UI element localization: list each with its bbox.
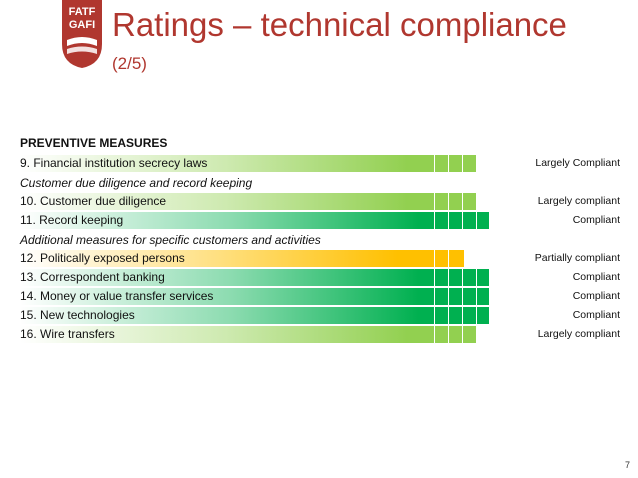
page-subtitle: (2/5) <box>112 54 147 73</box>
recommendation-label: 9. Financial institution secrecy laws <box>20 156 208 170</box>
rating-text: Compliant <box>572 309 620 321</box>
page-title: Ratings – technical compliance <box>112 6 567 43</box>
fatf-gafi-logo: FATF GAFI <box>62 0 102 68</box>
subheading-cdd: Customer due diligence and record keepin… <box>20 176 253 190</box>
rating-bar <box>20 269 489 286</box>
rating-text: Largely compliant <box>537 328 620 340</box>
logo-text-fatf: FATF <box>69 6 96 18</box>
section-heading: PREVENTIVE MEASURES <box>20 136 168 150</box>
rating-text: Largely compliant <box>537 195 620 207</box>
logo-text-gafi: GAFI <box>69 19 95 31</box>
rating-bar <box>20 288 489 305</box>
page-number: 7 <box>624 460 630 470</box>
rating-bar <box>20 326 476 343</box>
rating-row: 10. Customer due diligence Largely compl… <box>20 192 620 211</box>
recommendation-label: 14. Money or value transfer services <box>20 289 214 303</box>
recommendation-label: 13. Correspondent banking <box>20 270 165 284</box>
rating-row: 14. Money or value transfer services Com… <box>20 287 620 306</box>
rating-row: 12. Politically exposed persons Partiall… <box>20 249 620 268</box>
recommendation-label: 11. Record keeping <box>20 213 124 227</box>
rating-text: Compliant <box>572 271 620 283</box>
rating-row: 11. Record keeping Compliant <box>20 211 620 230</box>
recommendation-label: 12. Politically exposed persons <box>20 251 185 265</box>
rating-bar <box>20 212 489 229</box>
rating-text: Largely Compliant <box>535 157 620 169</box>
rating-row: 13. Correspondent banking Compliant <box>20 268 620 287</box>
rating-bar <box>20 307 489 324</box>
subheading-additional: Additional measures for specific custome… <box>20 233 321 247</box>
recommendation-label: 15. New technologies <box>20 308 135 322</box>
rating-bar <box>20 155 476 172</box>
rating-text: Partially compliant <box>534 252 620 264</box>
rating-text: Compliant <box>572 214 620 226</box>
rating-bar <box>20 193 476 210</box>
rating-row: 9. Financial institution secrecy laws La… <box>20 154 620 173</box>
recommendation-label: 10. Customer due diligence <box>20 194 167 208</box>
recommendation-label: 16. Wire transfers <box>20 327 115 341</box>
rating-row: 16. Wire transfers Largely compliant <box>20 325 620 344</box>
rating-bar <box>20 250 464 267</box>
rating-row: 15. New technologies Compliant <box>20 306 620 325</box>
rating-text: Compliant <box>572 290 620 302</box>
